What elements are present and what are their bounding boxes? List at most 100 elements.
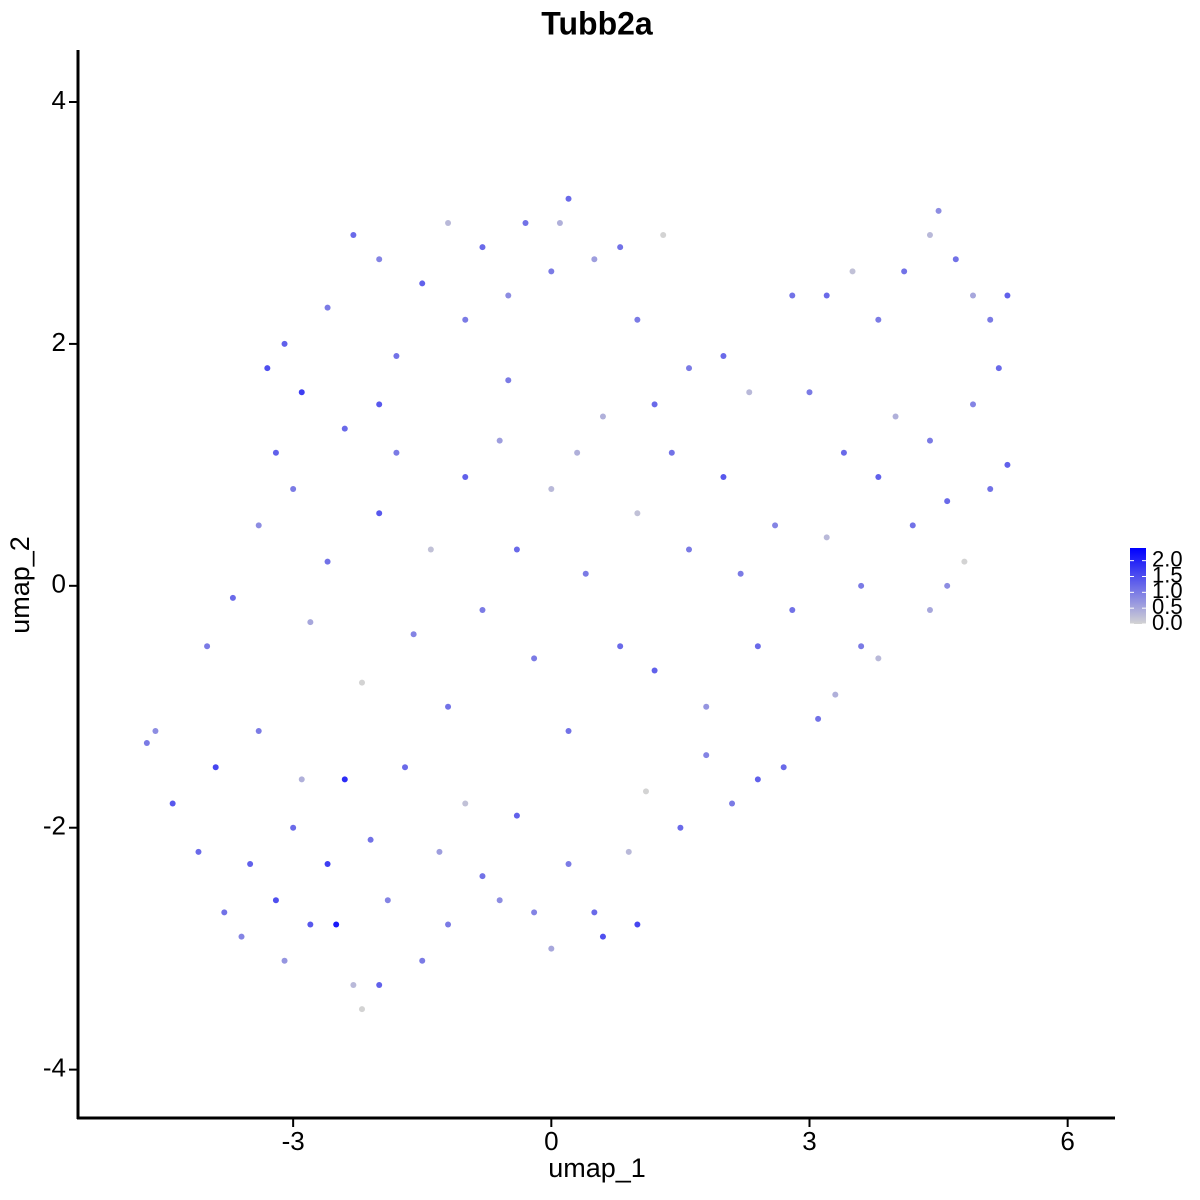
point	[651, 401, 658, 408]
point	[875, 655, 882, 662]
point	[376, 981, 383, 988]
point	[393, 449, 400, 456]
point	[926, 232, 933, 239]
point	[324, 558, 331, 565]
colorbar-label: 0.5	[1152, 594, 1183, 619]
point	[565, 861, 572, 868]
colorbar	[1130, 548, 1146, 624]
point	[858, 582, 865, 589]
point	[591, 909, 598, 916]
point	[402, 764, 409, 771]
point	[513, 812, 520, 819]
point	[901, 268, 908, 275]
point	[952, 256, 959, 263]
colorbar-label: 2.0	[1152, 546, 1183, 571]
point	[634, 510, 641, 517]
point	[634, 921, 641, 928]
point	[298, 389, 305, 396]
point	[445, 703, 452, 710]
point	[324, 304, 331, 311]
point	[737, 570, 744, 577]
chart-title: Tubb2a	[541, 5, 653, 41]
point	[858, 643, 865, 650]
point	[935, 207, 942, 214]
point	[333, 921, 340, 928]
point	[1004, 292, 1011, 299]
point	[298, 776, 305, 783]
point	[703, 752, 710, 759]
point	[772, 522, 779, 529]
point	[987, 316, 994, 323]
x-tick-label: -3	[282, 1126, 305, 1156]
point	[909, 522, 916, 529]
point	[436, 848, 443, 855]
y-axis-label: umap_2	[5, 536, 35, 634]
point	[970, 292, 977, 299]
point	[479, 244, 486, 251]
point	[204, 643, 211, 650]
point	[548, 268, 555, 275]
point	[746, 389, 753, 396]
point	[221, 909, 228, 916]
point	[212, 764, 219, 771]
point	[617, 643, 624, 650]
point	[290, 486, 297, 493]
point	[789, 292, 796, 299]
point	[281, 340, 288, 347]
point	[926, 607, 933, 614]
point	[556, 219, 563, 226]
point	[376, 510, 383, 517]
point	[634, 316, 641, 323]
colorbar-label: 1.0	[1152, 578, 1183, 603]
x-axis-label: umap_1	[548, 1153, 646, 1183]
point	[926, 437, 933, 444]
point	[944, 582, 951, 589]
point	[290, 824, 297, 831]
point	[565, 727, 572, 734]
point	[419, 957, 426, 964]
point	[505, 292, 512, 299]
point	[247, 861, 254, 868]
point	[462, 316, 469, 323]
point	[840, 449, 847, 456]
point	[599, 413, 606, 420]
point	[875, 473, 882, 480]
point	[754, 643, 761, 650]
point	[496, 437, 503, 444]
point	[513, 546, 520, 553]
point	[961, 558, 968, 565]
point	[668, 449, 675, 456]
point	[307, 921, 314, 928]
point	[642, 788, 649, 795]
point	[255, 522, 262, 529]
point	[229, 594, 236, 601]
colorbar-label: 1.5	[1152, 562, 1183, 587]
x-tick-label: 0	[544, 1126, 558, 1156]
point	[780, 764, 787, 771]
point	[875, 316, 882, 323]
colorbar-label: 0.0	[1152, 610, 1183, 635]
point	[832, 691, 839, 698]
point	[496, 897, 503, 904]
point	[324, 861, 331, 868]
point	[384, 897, 391, 904]
point	[376, 401, 383, 408]
point	[677, 824, 684, 831]
point	[143, 740, 150, 747]
y-tick-label: 0	[52, 569, 66, 599]
point	[419, 280, 426, 287]
point	[427, 546, 434, 553]
point	[307, 619, 314, 626]
point	[479, 607, 486, 614]
point	[789, 607, 796, 614]
points	[143, 195, 1011, 1013]
point	[255, 727, 262, 734]
point	[272, 449, 279, 456]
point	[815, 715, 822, 722]
point	[599, 933, 606, 940]
point	[754, 776, 761, 783]
point	[195, 848, 202, 855]
point	[367, 836, 374, 843]
point	[651, 667, 658, 674]
